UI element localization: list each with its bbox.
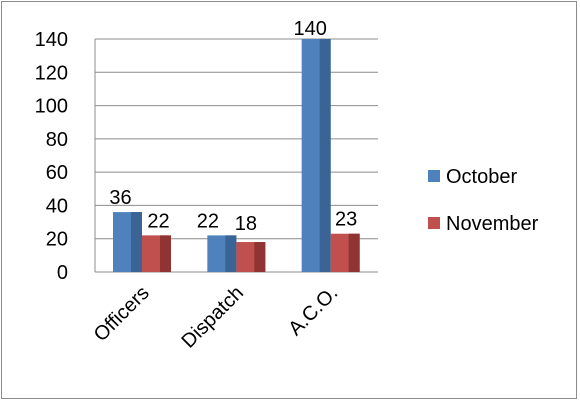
bars (113, 39, 360, 272)
y-tick-label: 0 (57, 262, 68, 284)
bar-side (348, 233, 360, 272)
data-label: 22 (147, 210, 169, 232)
legend-label-october: October (446, 166, 517, 188)
data-label: 36 (109, 187, 131, 209)
data-label: 23 (335, 209, 357, 231)
data-labels: 36 22 22 18 140 23 (109, 18, 357, 235)
y-tick-label: 20 (46, 229, 68, 251)
y-tick-label: 120 (35, 62, 68, 84)
legend: October November (428, 166, 539, 235)
bar-side (131, 212, 142, 272)
data-label: 18 (235, 213, 257, 235)
legend-label-november: November (446, 213, 539, 235)
bar-side (254, 242, 266, 272)
bar-side (160, 235, 171, 272)
y-tick-label: 100 (35, 96, 68, 118)
x-tick-label: Dispatch (177, 282, 248, 353)
bar-side (319, 39, 331, 272)
x-tick-label: Officers (90, 282, 154, 346)
data-label: 140 (293, 18, 326, 40)
legend-swatch-october (428, 170, 440, 182)
x-axis: Officers Dispatch A.C.O. (90, 282, 343, 353)
bar-side (225, 235, 237, 272)
data-label: 22 (197, 210, 219, 232)
y-tick-label: 80 (46, 129, 68, 151)
y-tick-label: 40 (46, 195, 68, 217)
x-tick-label: A.C.O. (284, 282, 342, 340)
legend-swatch-november (428, 217, 440, 229)
y-axis: 0 20 40 60 80 100 120 140 (35, 29, 96, 284)
y-tick-label: 60 (46, 162, 68, 184)
y-tick-label: 140 (35, 29, 68, 51)
